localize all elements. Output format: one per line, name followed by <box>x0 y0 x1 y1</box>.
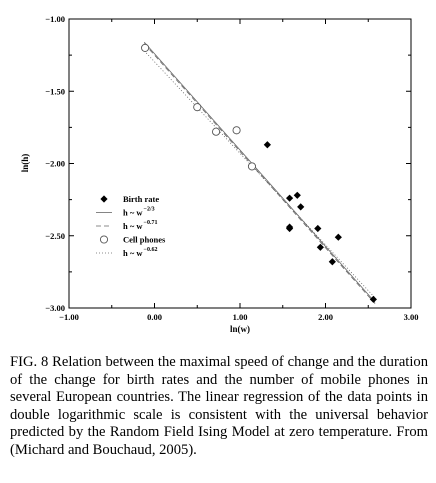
plot-frame <box>68 18 412 309</box>
legend-label: h ~ w <box>123 248 143 258</box>
x-tick-label: −1.00 <box>59 312 79 322</box>
birth-rate-point <box>263 141 271 149</box>
birth-rate-point <box>293 191 301 199</box>
birth-rate-point <box>285 224 294 233</box>
data-points <box>141 43 377 303</box>
birth-rate-point <box>314 224 322 233</box>
regression-line-dotted <box>143 50 376 299</box>
birth-rate-point <box>334 233 342 241</box>
birth-rate-point <box>328 258 336 266</box>
birth-rate-point <box>316 243 324 251</box>
regression-lines <box>143 41 376 304</box>
cell-phone-point <box>232 126 241 135</box>
legend-label: h ~ w <box>123 221 143 231</box>
cell-phone-point <box>247 162 257 171</box>
y-tick-label: −1.00 <box>45 14 65 24</box>
legend-label: Cell phones <box>123 235 166 245</box>
legend-diamond-marker <box>100 195 108 203</box>
axis-ticks: −1.00 0.00 1.00 2.00 3.00 −1.00 −1.50 −2.00 −2.5… <box>45 14 418 322</box>
x-tick-label: 2.00 <box>318 312 333 322</box>
legend-exponent: −0.71 <box>144 220 158 226</box>
birth-rate-point <box>369 295 377 303</box>
regression-line-solid <box>143 41 376 303</box>
y-tick-label: −2.50 <box>45 231 65 241</box>
cell-phone-point <box>212 127 221 136</box>
regression-line-dashed <box>143 43 376 304</box>
legend-label: Birth rate <box>123 194 159 204</box>
x-tick-label: 0.00 <box>147 312 162 322</box>
legend-exponent: −0.62 <box>144 247 158 253</box>
y-tick-label: −3.00 <box>45 303 65 313</box>
x-axis-label: ln(w) <box>230 324 250 334</box>
y-tick-label: −1.50 <box>45 86 65 96</box>
legend-label: h ~ w <box>123 208 143 218</box>
figure-caption: FIG. 8 Relation between the maximal spee… <box>10 354 428 458</box>
y-tick-label: −2.00 <box>45 159 65 169</box>
x-tick-label: 3.00 <box>404 312 419 322</box>
legend-exponent: −2/3 <box>144 207 155 213</box>
birth-rate-point <box>297 203 305 211</box>
figure: −1.00 0.00 1.00 2.00 3.00 −1.00 −1.50 −2.00 −2.5… <box>20 14 418 334</box>
cell-phone-point <box>193 103 202 112</box>
chart: −1.00 0.00 1.00 2.00 3.00 −1.00 −1.50 −2.00 −2.5… <box>20 14 418 334</box>
legend-circle-marker <box>99 235 109 244</box>
cell-phone-point <box>141 43 150 52</box>
birth-rate-point <box>285 194 294 202</box>
x-tick-label: 1.00 <box>233 312 248 322</box>
y-axis-label: ln(h) <box>20 154 30 173</box>
